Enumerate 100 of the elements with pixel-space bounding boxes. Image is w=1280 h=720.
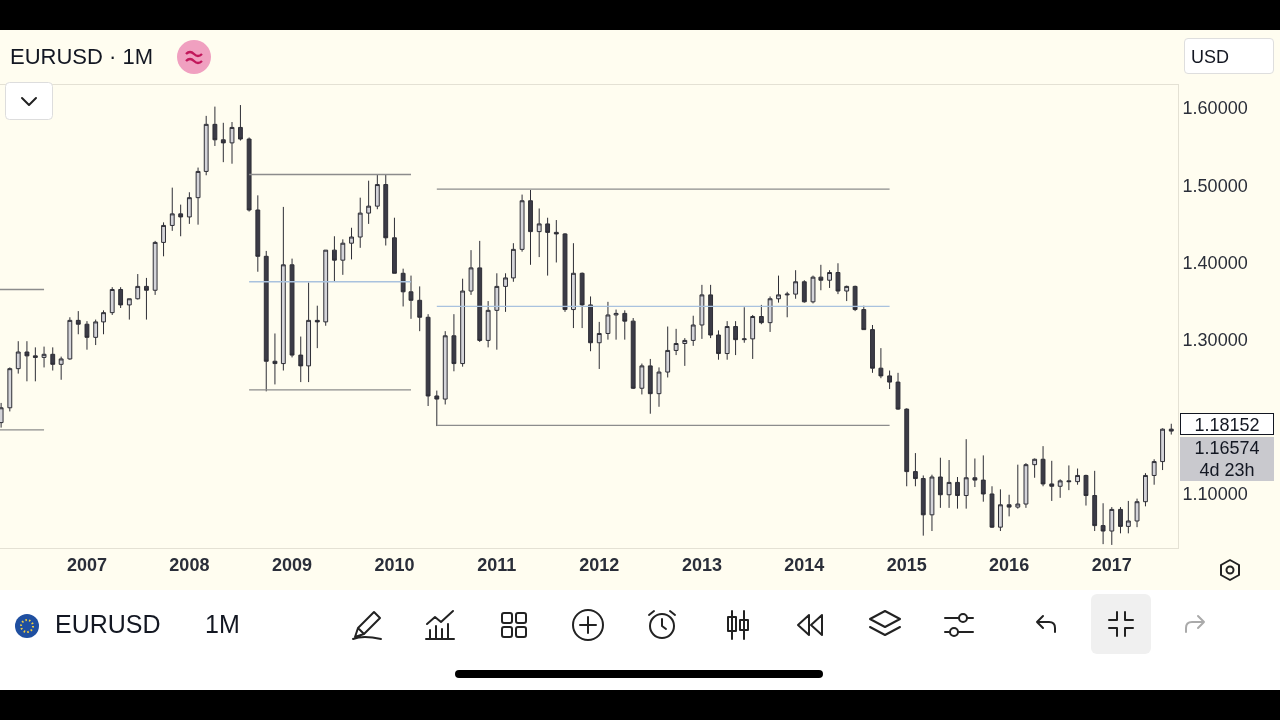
candlestick bbox=[477, 240, 483, 343]
candlestick bbox=[1168, 423, 1174, 436]
candlestick bbox=[818, 264, 824, 291]
x-tick-label: 2011 bbox=[477, 554, 517, 575]
candlestick bbox=[84, 320, 90, 351]
candlestick bbox=[776, 275, 781, 304]
candlestick bbox=[665, 326, 671, 378]
candlestick bbox=[553, 219, 559, 263]
candlestick bbox=[323, 249, 329, 327]
candlestick bbox=[109, 286, 115, 316]
candlestick bbox=[699, 284, 705, 340]
candlestick bbox=[852, 285, 858, 312]
candlestick bbox=[118, 286, 124, 309]
candlestick bbox=[579, 272, 585, 329]
candlestick bbox=[494, 272, 500, 351]
candlestick bbox=[220, 122, 226, 163]
candlestick bbox=[733, 320, 739, 356]
candlestick bbox=[263, 250, 269, 392]
candlestick bbox=[58, 356, 64, 381]
candlestick bbox=[374, 174, 380, 210]
candlestick bbox=[630, 317, 636, 390]
candlestick bbox=[417, 285, 423, 332]
y-tick-label: 1.60000 bbox=[1182, 98, 1248, 119]
candlestick bbox=[331, 235, 337, 283]
candlestick bbox=[383, 174, 389, 247]
text: 1.18152 bbox=[1180, 413, 1274, 435]
candlestick bbox=[596, 321, 602, 370]
candlestick bbox=[929, 474, 935, 532]
candlestick bbox=[827, 269, 832, 289]
candlestick bbox=[912, 452, 918, 487]
candlestick bbox=[588, 295, 593, 352]
candlestick bbox=[519, 194, 525, 253]
text: 1.16574 bbox=[1180, 437, 1274, 459]
text: 4d 23h bbox=[1180, 459, 1274, 481]
candlestick bbox=[801, 279, 807, 304]
candlestick bbox=[622, 309, 628, 341]
candlestick bbox=[186, 191, 192, 225]
candlestick bbox=[135, 273, 141, 301]
candlestick bbox=[1134, 498, 1140, 528]
candlestick bbox=[878, 347, 884, 379]
x-tick-label: 2015 bbox=[886, 554, 927, 575]
candlestick bbox=[306, 282, 312, 383]
candlestick bbox=[1032, 457, 1038, 479]
x-tick-label: 2012 bbox=[579, 554, 620, 575]
candlestick bbox=[152, 240, 158, 296]
candlestick bbox=[997, 488, 1003, 532]
x-tick-label: 2009 bbox=[272, 554, 313, 575]
candlestick bbox=[442, 330, 448, 405]
candlestick bbox=[1125, 500, 1131, 534]
x-tick-label: 2016 bbox=[989, 554, 1030, 575]
x-tick-label: 2013 bbox=[681, 554, 722, 575]
candlestick bbox=[741, 306, 747, 344]
text: USD bbox=[1184, 38, 1274, 74]
candlestick bbox=[955, 476, 960, 510]
candlestick bbox=[93, 319, 99, 346]
candlestick bbox=[716, 329, 721, 361]
candlestick bbox=[861, 305, 867, 331]
candlestick bbox=[460, 278, 466, 368]
candlestick bbox=[758, 304, 764, 325]
candlestick bbox=[613, 309, 619, 341]
candlestick bbox=[1118, 506, 1123, 534]
candlestick bbox=[920, 474, 926, 537]
candlestick bbox=[835, 262, 841, 295]
y-tick-label: 1.40000 bbox=[1182, 252, 1248, 273]
candlestick bbox=[1015, 464, 1021, 510]
candlestick bbox=[946, 459, 952, 509]
candlestick bbox=[989, 485, 995, 529]
candlestick bbox=[887, 370, 893, 390]
candlestick bbox=[280, 206, 286, 372]
candlestick bbox=[605, 301, 611, 341]
candlestick bbox=[724, 320, 730, 361]
candlestick bbox=[1075, 468, 1080, 486]
candlestick bbox=[503, 272, 508, 313]
candlestick bbox=[1160, 427, 1165, 471]
candlestick bbox=[844, 285, 850, 302]
y-tick-label: 1.50000 bbox=[1182, 175, 1248, 196]
candlestick bbox=[1100, 502, 1106, 545]
candlestick bbox=[1151, 458, 1157, 486]
candlestick bbox=[937, 457, 943, 509]
candlestick bbox=[203, 115, 209, 176]
x-tick-label: 2010 bbox=[374, 554, 415, 575]
candlestick bbox=[238, 104, 243, 142]
candlestick bbox=[673, 328, 679, 356]
candlestick bbox=[75, 310, 81, 335]
candlestick bbox=[1023, 462, 1029, 509]
candlestick bbox=[793, 269, 799, 300]
candlestick bbox=[647, 358, 653, 415]
candlestick bbox=[1092, 470, 1098, 532]
candlestick bbox=[1040, 445, 1046, 487]
candlestick bbox=[980, 454, 986, 503]
candlestick bbox=[639, 363, 645, 395]
candlestick bbox=[272, 332, 278, 385]
x-tick-label: 2014 bbox=[784, 554, 825, 575]
candlestick bbox=[468, 249, 474, 296]
candlestick bbox=[1143, 472, 1148, 507]
candlestick bbox=[784, 291, 790, 318]
candlestick bbox=[1057, 478, 1063, 499]
candlestick bbox=[963, 438, 969, 510]
candlestick bbox=[1049, 460, 1055, 502]
candlestick bbox=[357, 197, 363, 249]
